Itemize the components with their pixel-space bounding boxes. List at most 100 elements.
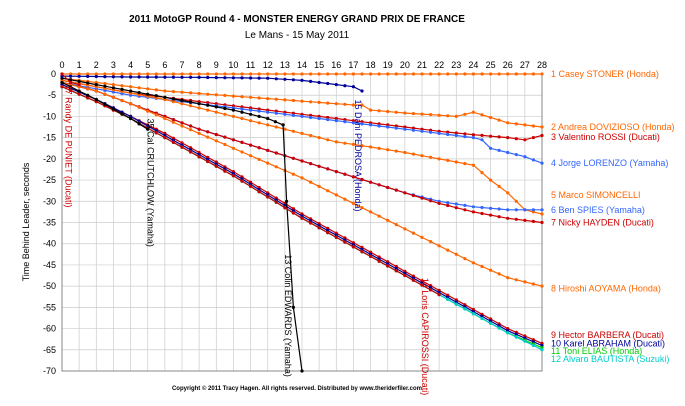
data-point bbox=[120, 98, 124, 103]
data-point bbox=[60, 80, 64, 85]
data-point bbox=[454, 252, 458, 256]
data-point bbox=[189, 100, 193, 104]
data-point bbox=[180, 75, 184, 79]
data-point bbox=[103, 81, 107, 86]
data-point bbox=[111, 95, 115, 99]
data-point bbox=[497, 272, 501, 276]
legend-entry: 3 Valentino ROSSI (Ducati) bbox=[551, 132, 660, 142]
data-point bbox=[343, 102, 347, 106]
data-point bbox=[489, 206, 493, 210]
data-point bbox=[189, 72, 193, 76]
x-tick-label: 22 bbox=[434, 60, 444, 70]
data-point bbox=[506, 216, 510, 220]
data-point bbox=[403, 191, 407, 195]
data-point bbox=[146, 72, 150, 76]
data-point bbox=[103, 84, 107, 88]
data-point bbox=[531, 343, 536, 348]
data-point bbox=[146, 127, 150, 131]
data-point bbox=[489, 321, 493, 325]
data-point bbox=[317, 136, 321, 140]
data-point bbox=[471, 163, 475, 167]
data-point bbox=[189, 75, 193, 79]
data-point bbox=[274, 97, 278, 101]
data-point bbox=[523, 208, 527, 212]
data-point bbox=[446, 130, 450, 134]
rider-annotation: 17 Randy DE PUNIET (Ducati) bbox=[63, 85, 73, 208]
data-point bbox=[403, 72, 407, 76]
data-point bbox=[120, 75, 124, 79]
data-point bbox=[137, 105, 141, 109]
data-point bbox=[540, 284, 544, 288]
data-point bbox=[197, 127, 201, 131]
data-point bbox=[326, 101, 330, 105]
data-point bbox=[180, 124, 184, 128]
data-point bbox=[154, 131, 158, 135]
data-point bbox=[214, 132, 218, 137]
rider-annotation: 13 Colin EDWARDS (Yamaha) bbox=[283, 254, 293, 377]
rider-annotation: 14 Loris CAPIROSSI (Ducati) bbox=[420, 278, 430, 396]
data-point bbox=[273, 120, 277, 124]
data-point bbox=[343, 197, 347, 201]
data-point bbox=[343, 84, 347, 88]
data-point bbox=[180, 98, 184, 103]
x-tick-label: 23 bbox=[451, 60, 461, 70]
data-point bbox=[506, 136, 510, 140]
data-point bbox=[257, 190, 261, 194]
data-point bbox=[334, 119, 338, 123]
data-point bbox=[86, 87, 90, 91]
data-point bbox=[523, 155, 527, 159]
y-tick-label: -25 bbox=[43, 175, 56, 185]
data-point bbox=[163, 75, 167, 79]
y-tick-label: 0 bbox=[51, 69, 56, 79]
data-point bbox=[351, 175, 355, 179]
legend-entry: 2 Andrea DOVIZIOSO (Honda) bbox=[551, 122, 675, 132]
data-point bbox=[360, 122, 364, 126]
data-point bbox=[180, 90, 184, 94]
data-point bbox=[163, 116, 167, 121]
data-point bbox=[437, 157, 441, 161]
data-point bbox=[429, 113, 433, 117]
data-point bbox=[291, 209, 295, 213]
data-point bbox=[531, 340, 536, 344]
data-point bbox=[403, 150, 407, 155]
data-point bbox=[480, 211, 484, 216]
data-point bbox=[94, 97, 98, 102]
data-point bbox=[437, 72, 441, 76]
data-point bbox=[411, 128, 415, 132]
data-point bbox=[446, 132, 450, 137]
data-point bbox=[249, 154, 253, 158]
data-point bbox=[214, 160, 218, 164]
data-point bbox=[77, 74, 81, 78]
data-point bbox=[437, 201, 441, 205]
data-point bbox=[120, 87, 124, 91]
data-point bbox=[129, 72, 133, 76]
data-point bbox=[540, 133, 544, 138]
y-tick-label: -65 bbox=[43, 345, 56, 355]
data-point bbox=[317, 116, 321, 121]
data-point bbox=[506, 208, 510, 212]
data-point bbox=[180, 102, 184, 106]
data-point bbox=[360, 144, 364, 148]
data-point bbox=[377, 214, 381, 218]
data-point bbox=[69, 72, 73, 76]
data-point bbox=[343, 240, 347, 244]
data-point bbox=[69, 80, 73, 85]
data-point bbox=[377, 109, 381, 113]
data-point bbox=[231, 114, 235, 118]
data-point bbox=[377, 72, 381, 76]
data-point bbox=[283, 206, 287, 210]
data-point bbox=[137, 86, 141, 90]
data-point bbox=[351, 121, 355, 125]
data-point bbox=[394, 188, 398, 192]
x-tick-label: 8 bbox=[197, 60, 202, 70]
chart-subtitle: Le Mans - 15 May 2011 bbox=[245, 30, 350, 41]
data-point bbox=[454, 131, 458, 135]
data-point bbox=[514, 335, 518, 339]
data-point bbox=[77, 83, 81, 87]
data-point bbox=[377, 259, 381, 263]
x-tick-label: 2 bbox=[94, 60, 99, 70]
data-point bbox=[454, 202, 458, 206]
data-point bbox=[274, 165, 278, 169]
y-tick-label: -70 bbox=[43, 366, 56, 376]
y-tick-label: -30 bbox=[43, 196, 56, 206]
